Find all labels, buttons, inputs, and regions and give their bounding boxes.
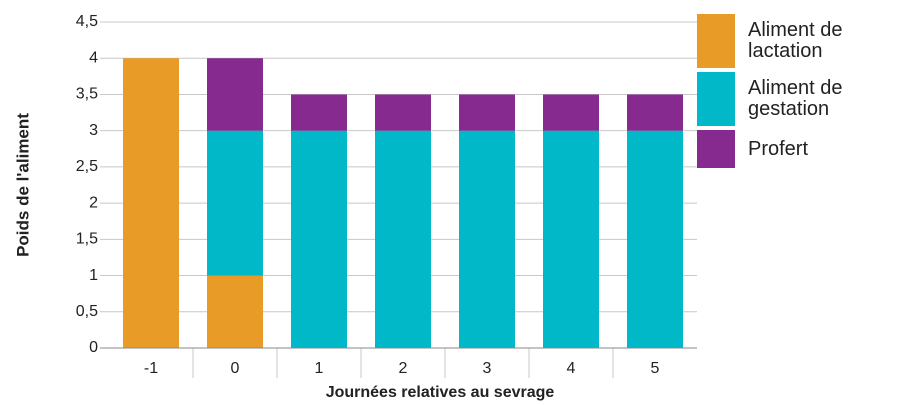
bar-segment [375,130,431,348]
x-tick-label: -1 [144,360,158,377]
y-tick-label: 4,5 [76,13,98,30]
y-tick-label: 0,5 [76,303,98,320]
x-tick-label: 5 [651,360,660,377]
legend-item: Aliment de lactation [697,14,914,68]
y-tick-label: 1,5 [76,231,98,248]
bar-segment [375,94,431,131]
y-axis-title: Poids de l'aliment [13,113,32,257]
y-tick-label: 2 [89,194,98,211]
bar-segment [543,130,599,348]
x-tick-label: 4 [567,360,576,377]
legend-item: Aliment de gestation [697,72,914,126]
bar-segment [207,130,263,276]
legend-label: Aliment de lactation [748,19,843,62]
legend-swatch [697,130,735,168]
bar-segment [627,130,683,348]
y-tick-label: 2,5 [76,158,98,175]
bar-segment [543,94,599,131]
legend-label: Aliment de gestation [748,77,843,120]
y-tick-label: 3,5 [76,86,98,103]
x-axis-title: Journées relatives au sevrage [326,384,555,401]
bar-segment [459,94,515,131]
bar-segment [291,130,347,348]
x-tick-label: 1 [315,360,324,377]
bar-segment [291,94,347,131]
bar-segment [459,130,515,348]
legend-label: Profert [748,137,809,160]
x-tick-label: 0 [231,360,240,377]
bar-segment [123,58,179,348]
y-tick-label: 1 [89,267,98,284]
y-tick-label: 4 [89,49,98,66]
x-tick-label: 2 [399,360,408,377]
y-tick-label: 0 [89,339,98,356]
legend-swatch [697,14,735,68]
bar-segment [207,275,263,348]
bar-segment [207,58,263,131]
x-tick-label: 3 [483,360,492,377]
bar-segment [627,94,683,131]
legend-item: Profert [697,130,914,168]
y-tick-label: 3 [89,122,98,139]
legend-swatch [697,72,735,126]
